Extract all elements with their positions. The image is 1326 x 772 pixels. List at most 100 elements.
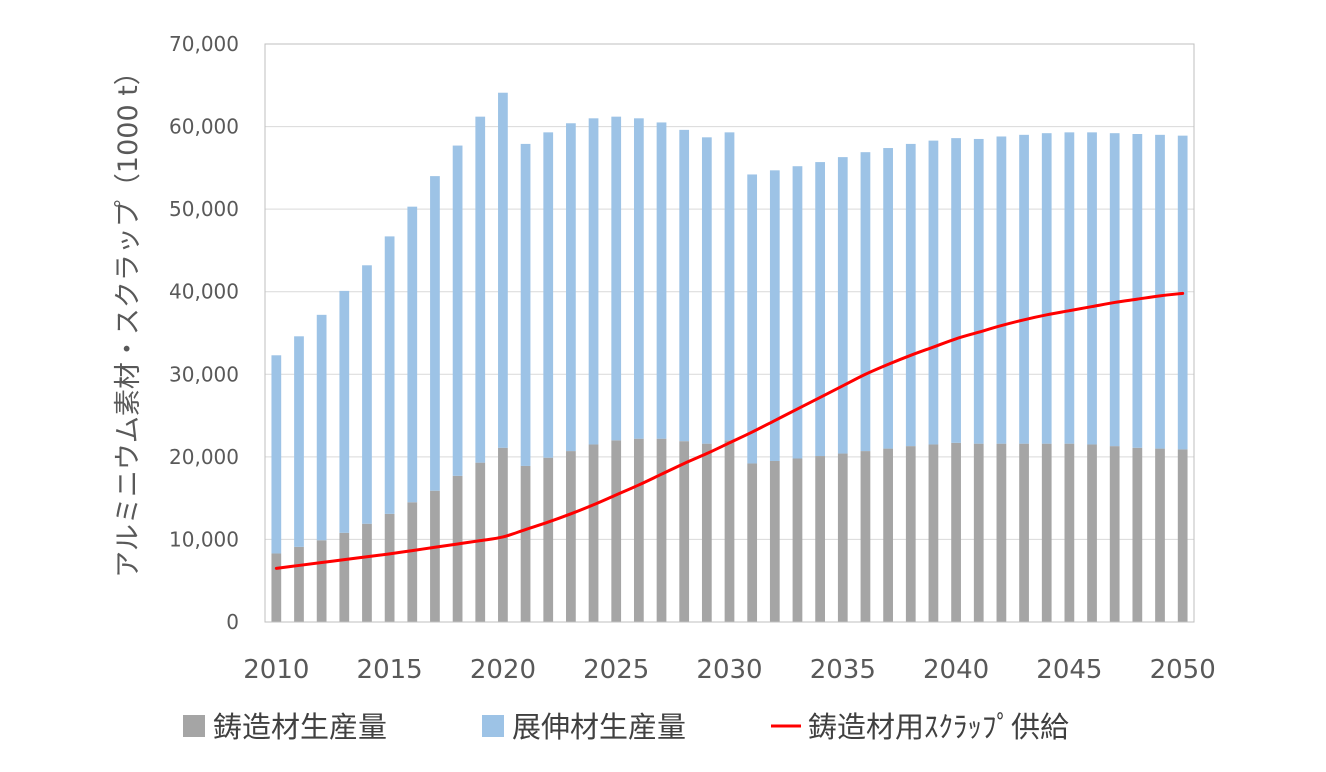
- bar-casting-2011: [294, 546, 304, 622]
- bar-wrought-2039: [928, 140, 939, 445]
- x-tick-label: 2040: [923, 655, 989, 685]
- bar-wrought-2048: [1132, 134, 1143, 448]
- bar-casting-2047: [1109, 446, 1120, 622]
- bar-casting-2038: [905, 446, 916, 622]
- y-tick-label: 70,000: [169, 32, 239, 56]
- bar-wrought-2034: [815, 162, 825, 457]
- bar-casting-2027: [656, 438, 667, 622]
- bar-casting-2012: [316, 540, 327, 622]
- bar-casting-2026: [633, 438, 644, 622]
- bar-wrought-2020: [498, 92, 508, 448]
- bar-casting-2048: [1132, 447, 1143, 622]
- bar-casting-2039: [928, 444, 939, 622]
- x-tick-label: 2030: [696, 655, 762, 685]
- plot-area-border: [264, 43, 1195, 623]
- bar-wrought-2021: [520, 143, 531, 466]
- bar-casting-2043: [1019, 443, 1029, 622]
- x-tick-label: 2020: [470, 655, 536, 685]
- x-tick-label: 2015: [357, 655, 423, 685]
- bar-casting-2014: [362, 523, 372, 622]
- bar-wrought-2035: [837, 157, 848, 454]
- bar-casting-2040: [951, 442, 961, 622]
- bar-wrought-2018: [452, 145, 463, 476]
- bar-wrought-2010: [271, 355, 282, 554]
- bar-wrought-2028: [679, 129, 690, 442]
- bar-casting-2037: [883, 448, 893, 622]
- legend-label: 展伸材生産量: [512, 710, 686, 744]
- bar-wrought-2032: [769, 170, 780, 461]
- bar-casting-2016: [407, 502, 418, 622]
- bar-wrought-2024: [588, 118, 599, 445]
- bar-casting-2018: [452, 475, 463, 622]
- bar-wrought-2019: [475, 116, 486, 463]
- bar-wrought-2017: [430, 176, 440, 491]
- bar-wrought-2023: [566, 123, 576, 452]
- bar-casting-2024: [588, 444, 599, 622]
- x-tick-label: 2025: [583, 655, 649, 685]
- y-tick-label: 40,000: [169, 280, 239, 304]
- y-tick-label: 60,000: [169, 115, 239, 139]
- y-tick-label: 10,000: [169, 527, 239, 551]
- bar-wrought-2030: [724, 132, 735, 441]
- bar-casting-2017: [430, 490, 440, 622]
- bar-casting-2023: [566, 451, 576, 622]
- bar-casting-2045: [1064, 443, 1075, 622]
- bar-casting-2025: [611, 440, 622, 622]
- legend-swatch: [183, 715, 205, 737]
- bar-casting-2034: [815, 456, 825, 622]
- y-tick-label: 30,000: [169, 362, 239, 386]
- bar-wrought-2043: [1019, 134, 1029, 444]
- bar-casting-2041: [973, 443, 984, 622]
- bar-casting-2010: [271, 553, 282, 622]
- axes: [264, 43, 1195, 623]
- bar-wrought-2026: [633, 118, 644, 439]
- bar-wrought-2045: [1064, 132, 1075, 444]
- bar-wrought-2046: [1087, 132, 1097, 445]
- bar-casting-2019: [475, 462, 486, 622]
- y-tick-label: 0: [226, 610, 239, 634]
- bar-wrought-2049: [1155, 134, 1165, 449]
- legend: 鋳造材生産量 展伸材生産量 鋳造材用ｽｸﾗｯﾌﾟ供給: [183, 710, 1069, 744]
- bar-casting-2013: [339, 532, 350, 622]
- bar-casting-2021: [520, 465, 531, 622]
- bar-wrought-2031: [747, 174, 758, 464]
- bar-wrought-2047: [1109, 133, 1120, 447]
- x-tick-label: 2050: [1150, 655, 1216, 685]
- bar-wrought-2022: [543, 132, 554, 458]
- bar-casting-2020: [498, 447, 508, 622]
- bar-casting-2032: [769, 460, 780, 622]
- bar-casting-2031: [747, 463, 758, 622]
- y-tick-label: 20,000: [169, 445, 239, 469]
- bar-casting-2044: [1041, 443, 1052, 622]
- line-marks: [274, 291, 1185, 570]
- tick-labels: 0 10,000 20,000 30,000 40,000 50,000 60,000 70,…: [169, 32, 1216, 685]
- scrap-supply-line: [274, 291, 1185, 570]
- bar-casting-2035: [837, 453, 848, 622]
- bar-wrought-2040: [951, 138, 961, 443]
- legend-swatch: [482, 715, 504, 737]
- bar-casting-2022: [543, 457, 554, 622]
- bar-casting-2030: [724, 440, 735, 622]
- bar-wrought-2011: [294, 336, 304, 547]
- bar-wrought-2029: [701, 137, 712, 444]
- bar-wrought-2038: [905, 143, 916, 447]
- bar-casting-2029: [701, 443, 712, 622]
- bar-wrought-2033: [792, 166, 803, 459]
- bar-casting-2046: [1087, 444, 1097, 622]
- bar-wrought-2037: [883, 148, 893, 449]
- bar-wrought-2014: [362, 265, 372, 524]
- bar-wrought-2016: [407, 206, 418, 503]
- bar-wrought-2013: [339, 290, 350, 533]
- y-axis-label: アルミニウム素材・スクラップ（1000 t）: [113, 58, 144, 578]
- bar-casting-2049: [1155, 448, 1165, 622]
- x-tick-label: 2035: [810, 655, 876, 685]
- bar-casting-2042: [996, 443, 1007, 622]
- bar-casting-2033: [792, 458, 803, 622]
- bar-wrought-2027: [656, 122, 667, 439]
- bar-casting-2050: [1177, 449, 1188, 622]
- y-tick-label: 50,000: [169, 197, 239, 221]
- bar-wrought-2044: [1041, 133, 1052, 444]
- bar-casting-2015: [384, 513, 395, 622]
